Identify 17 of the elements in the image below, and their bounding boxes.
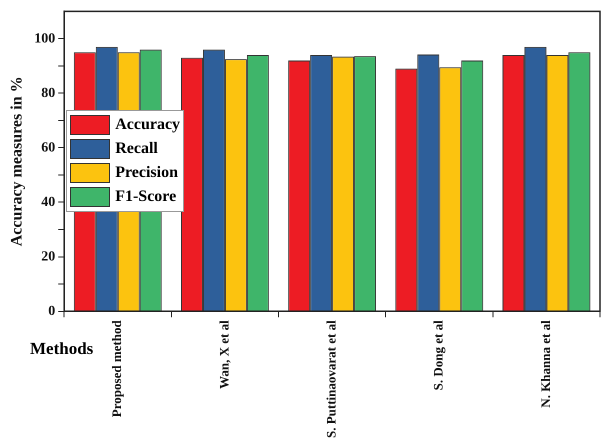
x-tick-label: S. Dong et al xyxy=(430,320,446,390)
x-tick-label: Proposed method xyxy=(109,320,124,418)
legend-label: Precision xyxy=(115,164,178,182)
legend-label: Accuracy xyxy=(115,116,180,134)
x-tick-label: S. Puttinaovarat et al xyxy=(323,320,338,438)
y-tick-label: 80 xyxy=(41,86,56,101)
y-tick-label: 20 xyxy=(41,249,56,264)
x-tick-label: N. Khanna et al xyxy=(538,320,553,408)
legend-label: F1-Score xyxy=(115,188,176,206)
y-tick-label: 40 xyxy=(41,194,56,210)
x-axis-title: Methods xyxy=(30,339,94,360)
x-tick-label: Wan, X et al xyxy=(216,320,232,389)
y-tick-label: 0 xyxy=(48,304,56,319)
y-tick-label: 60 xyxy=(41,140,56,156)
legend-label: Recall xyxy=(115,140,158,158)
y-tick-label: 100 xyxy=(34,31,56,46)
y-axis-title: Accuracy measures in % xyxy=(8,76,26,246)
